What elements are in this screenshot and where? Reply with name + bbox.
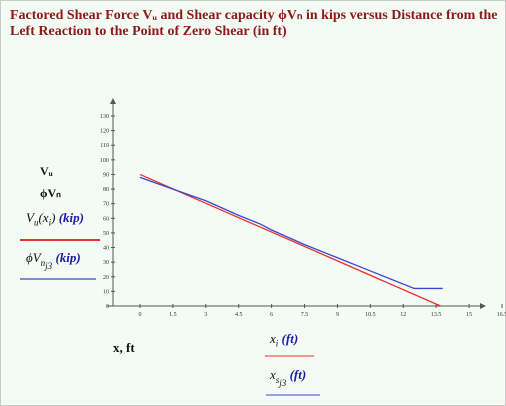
x-expr2: x	[270, 367, 276, 382]
y-tick-label: 0	[106, 304, 109, 310]
x-expr2-unit: (ft)	[289, 367, 307, 382]
x-expr2-sub: s	[275, 374, 280, 385]
vu-series-line	[139, 173, 441, 307]
y-tick-label: 50	[103, 231, 109, 237]
x-tick-label: 16.5	[497, 312, 506, 318]
x-tick-label: 15	[466, 312, 472, 318]
x-tick-label: 6	[270, 312, 273, 318]
x-tick-label: 7.5	[301, 312, 309, 318]
series-lines	[139, 173, 443, 307]
y-tick-label: 40	[103, 246, 109, 252]
x-tick-label: 1.5	[169, 312, 177, 318]
x-axis-arrow	[480, 303, 486, 309]
x-tick-label: 4.5	[235, 312, 243, 318]
x-tick-label: 12	[400, 312, 406, 318]
x-tick-label: 10.5	[365, 312, 376, 318]
y-tick-label: 70	[103, 202, 109, 208]
x-tick-label: 13.5	[431, 312, 442, 318]
phivn-sub: n	[40, 257, 46, 268]
y-tick-label: 60	[103, 216, 109, 222]
x-tick-label: 0	[139, 312, 142, 318]
phivn-unit: (kip)	[55, 250, 81, 265]
x-tick-label: 3	[204, 312, 207, 318]
y-tick-label: 10	[103, 289, 109, 295]
x-expr1-unit: (ft)	[281, 331, 299, 346]
y-tick-label: 110	[100, 143, 109, 149]
x-expr1-sub: i	[275, 338, 279, 349]
legend-phivn-expression[interactable]: ϕVnj3 (kip)	[26, 250, 81, 270]
phivn-series-line	[139, 176, 443, 290]
legend-vu-symbol: Vᵤ	[40, 164, 53, 178]
y-tick-label: 30	[103, 260, 109, 266]
phivn-fn: ϕV	[26, 250, 41, 265]
vu-fn: V	[26, 210, 34, 225]
vu-arg-sub: i	[48, 217, 52, 228]
x-expression-1[interactable]: xi (ft)	[270, 331, 298, 349]
y-tick-label: 100	[100, 158, 109, 164]
y-tick-label: 90	[103, 172, 109, 178]
x-ticks: 0 1.5 3 4.5 6 7.5 9 10.5 12 13.5 15 16.5	[139, 304, 506, 318]
legend-phivn-symbol: ϕVₙ	[40, 186, 61, 200]
x-expression-2[interactable]: xsj3 (ft)	[270, 367, 306, 387]
x-side-label: x, ft	[113, 340, 135, 355]
vu-sub: u	[33, 217, 39, 228]
phivn-sub2: j3	[45, 260, 53, 271]
vu-arg: x	[42, 210, 49, 225]
y-ticks: 0 10 20 30 40 50 60 70 80 90 100 110 120 130	[100, 114, 115, 310]
y-tick-label: 120	[100, 129, 109, 135]
legend-vu-expression[interactable]: Vu(xi) (kip)	[26, 210, 84, 228]
chart-title: Factored Shear Force Vᵤ and Shear capaci…	[10, 8, 498, 39]
x-expr1: x	[270, 331, 276, 346]
vu-unit: (kip)	[58, 210, 84, 225]
y-tick-label: 80	[103, 187, 109, 193]
x-tick-label: 9	[336, 312, 339, 318]
y-axis-arrow	[110, 98, 116, 104]
y-tick-label: 20	[103, 275, 109, 281]
x-expr2-sub2: j3	[279, 377, 287, 388]
axes	[107, 98, 486, 309]
y-tick-label: 130	[100, 114, 109, 120]
